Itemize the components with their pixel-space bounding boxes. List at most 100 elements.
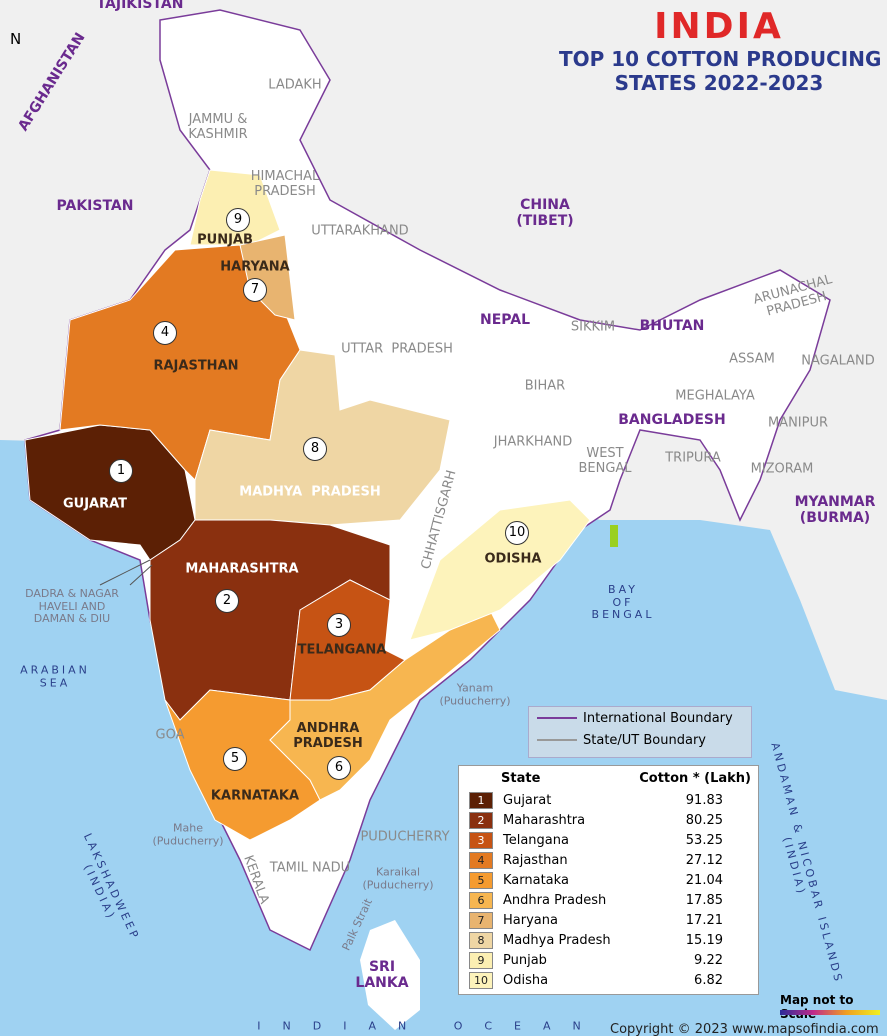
rank-swatch: 5 [469,871,493,889]
producer-label: ODISHA [484,551,542,567]
legend-label: International Boundary [583,710,733,726]
rank-marker: 8 [303,437,327,461]
rank-swatch: 4 [469,851,493,869]
rank-marker: 5 [223,747,247,771]
state-area [409,499,591,641]
state-name: Telangana [503,832,569,848]
producer-label: PUNJAB [197,232,253,248]
subtitle: TOP 10 COTTON PRODUCING STATES 2022-2023 [559,47,882,95]
countrie-label: SRI LANKA [355,958,409,991]
table-row: 3 Telangana 53.25 [459,830,758,850]
table-row: 4 Rajasthan 27.12 [459,850,758,870]
producer-label: GUJARAT [62,496,128,512]
place-label: Yanam (Puducherry) [439,681,511,707]
scale-note: Map not to Scale [780,993,854,1021]
countrie-label: NEPAL [479,311,531,328]
state-label: PUDUCHERRY [360,829,450,845]
state-label: SIKKIM [570,319,616,335]
table-row: 2 Maharashtra 80.25 [459,810,758,830]
title-block: INDIA TOP 10 COTTON PRODUCING STATES 202… [559,6,882,95]
state-label: MEGHALAYA [675,388,755,404]
cotton-value: 17.85 [685,892,723,908]
rank-swatch: 9 [469,951,493,969]
north-arrow: N [10,30,22,48]
state-label: JHARKHAND [493,434,573,450]
rank-marker: 10 [505,521,529,545]
state-label: UTTAR PRADESH [341,341,453,357]
producer-label: ANDHRA PRADESH [293,721,363,751]
state-name: Madhya Pradesh [503,932,611,948]
producer-label: MADHYA PRADESH [239,484,381,500]
countrie-label: TAJIKISTAN [96,0,184,12]
column-header: Cotton * (Lakh) [639,770,751,786]
cotton-value: 91.83 [685,792,723,808]
rank-marker: 6 [327,756,351,780]
state-name: Maharashtra [503,812,586,828]
cotton-value: 6.82 [694,972,723,988]
producer-label: MAHARASHTRA [185,561,299,577]
countrie-label: CHINA (TIBET) [516,196,574,229]
cotton-value: 9.22 [694,952,723,968]
production-table: State Cotton * (Lakh) 1 Gujarat 91.83 2 Maha… [458,765,759,995]
state-name: Odisha [503,972,549,988]
cotton-value: 17.21 [685,912,723,928]
cotton-value: 80.25 [685,812,723,828]
state-label: MANIPUR [767,415,829,431]
state-label: GOA [155,727,185,743]
state-label: ASSAM [729,351,775,367]
cotton-value: 27.12 [685,852,723,868]
dnh-pointer [129,564,153,586]
rank-swatch: 6 [469,891,493,909]
state-area [269,609,501,801]
state-name: Andhra Pradesh [503,892,607,908]
sri-lanka [360,920,420,1030]
state-name: Gujarat [503,792,552,808]
rank-marker: 4 [153,321,177,345]
rank-swatch: 7 [469,911,493,929]
state-label: HIMACHAL PRADESH [250,169,320,199]
rank-swatch: 10 [469,971,493,989]
countrie-label: PAKISTAN [56,197,134,214]
water-label: BAY OF BENGAL [591,583,655,622]
rank-marker: 2 [215,589,239,613]
table-row: 5 Karnataka 21.04 [459,870,758,890]
table-header: State Cotton * (Lakh) [459,766,758,790]
place-label: DADRA & NAGAR HAVELI AND DAMAN & DIU [25,587,119,626]
marker-bar [610,525,618,547]
table-row: 1 Gujarat 91.83 [459,790,758,810]
producer-label: KARNATAKA [210,788,300,804]
table-row: 6 Andhra Pradesh 17.85 [459,890,758,910]
column-header: State [501,770,541,786]
state-label: TAMIL NADU [269,860,351,876]
rank-marker: 9 [226,208,250,232]
rank-marker: 3 [327,613,351,637]
state-name: Haryana [503,912,558,928]
state-label: BIHAR [524,378,566,394]
dnh-pointer [99,559,151,586]
legend-label: State/UT Boundary [583,732,706,748]
rank-swatch: 8 [469,931,493,949]
state-label: NAGALAND [801,353,875,369]
cotton-value: 53.25 [685,832,723,848]
cotton-value: 21.04 [685,872,723,888]
legend-item: International Boundary [537,707,751,729]
producer-label: TELANGANA [297,642,387,658]
title: INDIA [654,6,784,47]
state-label: WEST BENGAL [578,446,632,476]
scale-bar [780,1010,880,1015]
countrie-label: BHUTAN [639,317,705,334]
countrie-label: BANGLADESH [618,411,726,428]
rank-swatch: 2 [469,811,493,829]
state-label: JAMMU & KASHMIR [188,112,248,142]
copyright: Copyright © 2023 www.mapsofindia.com [610,1022,879,1036]
producer-label: HARYANA [220,259,290,275]
rank-marker: 1 [109,459,133,483]
boundary-legend: International Boundary State/UT Boundary [528,706,752,758]
countrie-label: MYANMAR (BURMA) [794,493,876,526]
table-row: 7 Haryana 17.21 [459,910,758,930]
state-label: LADAKH [268,77,322,93]
state-label: UTTARAKHAND [311,223,409,239]
state-label: MIZORAM [750,461,814,477]
